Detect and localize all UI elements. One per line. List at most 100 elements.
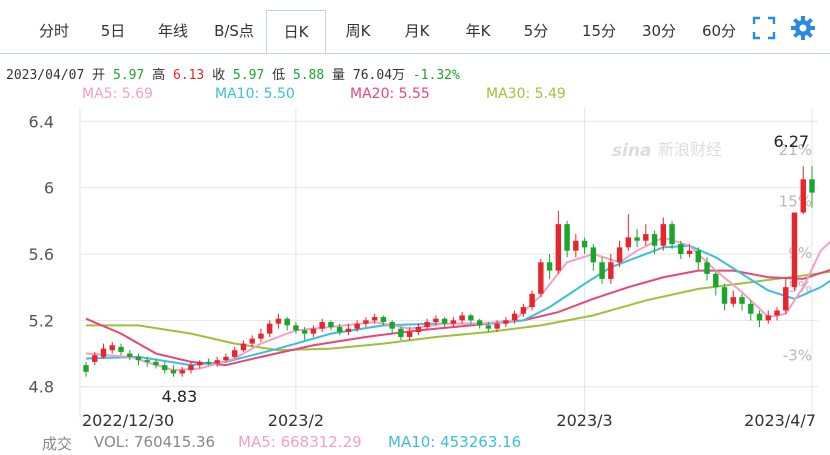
candle: [450, 317, 457, 327]
candle: [266, 320, 273, 337]
candle-body: [162, 365, 168, 371]
candle: [406, 327, 413, 341]
candles: [83, 166, 815, 377]
percent-tick-label: 21%: [779, 141, 812, 159]
candle: [424, 318, 430, 331]
tab-divider: [0, 53, 830, 54]
tab-1[interactable]: 5日: [100, 22, 126, 40]
candle-body: [800, 179, 806, 213]
candle-body: [581, 240, 588, 248]
tab-3[interactable]: B/S点: [214, 22, 254, 40]
x-axis: 2022/12/30 2023/2 2023/3 2023/4/7: [82, 411, 816, 430]
chart-grid: [79, 108, 818, 418]
volume-ma5: MA5: 668312.29: [238, 433, 362, 451]
candle: [634, 229, 640, 248]
candle-body: [476, 320, 483, 326]
tab-11[interactable]: 60分: [701, 22, 737, 40]
candle: [608, 254, 614, 284]
candle-body: [231, 350, 238, 357]
candle: [739, 293, 745, 311]
candle: [625, 214, 632, 251]
candle-body: [135, 356, 142, 361]
candle: [441, 317, 448, 327]
y-tick-label: 5.6: [29, 245, 54, 264]
candle: [310, 325, 317, 337]
candle: [415, 323, 422, 336]
candle-body: [669, 224, 675, 245]
candle-body: [83, 365, 89, 372]
candle: [109, 341, 115, 354]
tab-9[interactable]: 15分: [581, 22, 617, 40]
candle: [494, 320, 500, 332]
candle-body: [354, 323, 360, 329]
candle: [319, 318, 325, 332]
tab-5[interactable]: 周K: [345, 22, 371, 40]
low-label: 低: [272, 68, 286, 83]
tab-7[interactable]: 年K: [465, 22, 491, 40]
candle: [127, 350, 133, 361]
percent-tick-label: 27%: [779, 104, 812, 108]
candle-body: [284, 318, 290, 326]
candle: [459, 312, 465, 324]
tab-8[interactable]: 5分: [523, 22, 549, 40]
candle: [791, 212, 798, 291]
candle-body: [319, 322, 325, 329]
candle-body: [590, 247, 597, 263]
candle-body: [389, 322, 395, 329]
candle: [83, 361, 89, 377]
candle: [363, 317, 369, 327]
watermark-cn: 新浪财经: [658, 140, 722, 159]
candle-body: [538, 262, 544, 294]
volume-title: 成交: [42, 435, 73, 453]
candle-body: [336, 327, 343, 332]
candle-body: [713, 273, 719, 288]
candle-body: [695, 250, 702, 263]
candle: [92, 351, 98, 366]
tab-10[interactable]: 30分: [641, 22, 677, 40]
tab-2[interactable]: 年线: [157, 22, 188, 40]
candle-body: [774, 310, 780, 316]
tab-4[interactable]: 日K: [266, 10, 326, 54]
candle: [765, 310, 771, 324]
y-tick-label: 4.8: [29, 378, 54, 397]
candle: [301, 327, 308, 341]
tab-6[interactable]: 月K: [404, 22, 430, 40]
candle: [774, 307, 780, 321]
candle-body: [415, 327, 422, 332]
candle: [581, 237, 588, 254]
candle: [433, 315, 439, 326]
candle-body: [328, 322, 334, 327]
candle: [555, 210, 562, 274]
candle-body: [398, 328, 404, 337]
candle: [756, 310, 763, 327]
candle: [546, 254, 553, 279]
percent-tick-label: -3%: [783, 346, 812, 364]
candle-body: [748, 303, 754, 314]
x-tick-label: 2023/3: [556, 411, 612, 430]
candle: [345, 323, 352, 336]
candle-body: [485, 325, 492, 329]
candle: [118, 343, 124, 356]
candle: [354, 320, 360, 332]
candle-body: [380, 317, 387, 323]
candle: [389, 320, 395, 334]
candle-body: [765, 315, 771, 321]
candle: [214, 356, 220, 367]
candle: [398, 327, 404, 341]
candle: [380, 315, 387, 326]
settings-gear-icon[interactable]: [790, 15, 816, 41]
fullscreen-icon[interactable]: [752, 16, 776, 40]
candle: [599, 257, 605, 284]
candle-body: [450, 320, 457, 324]
candle-body: [240, 343, 247, 351]
candle-body: [100, 348, 107, 357]
candle-body: [424, 322, 430, 327]
candle-body: [371, 317, 378, 321]
kline-chart[interactable]: sina 新浪财经 6.465.65.24.8 27%21%15%9%5%-3%…: [0, 104, 830, 434]
candle: [503, 317, 509, 327]
tab-0[interactable]: 分时: [38, 22, 69, 40]
percent-tick-label: 9%: [788, 244, 812, 262]
candle-body: [293, 325, 299, 331]
candle: [713, 270, 719, 296]
candle: [336, 323, 343, 336]
